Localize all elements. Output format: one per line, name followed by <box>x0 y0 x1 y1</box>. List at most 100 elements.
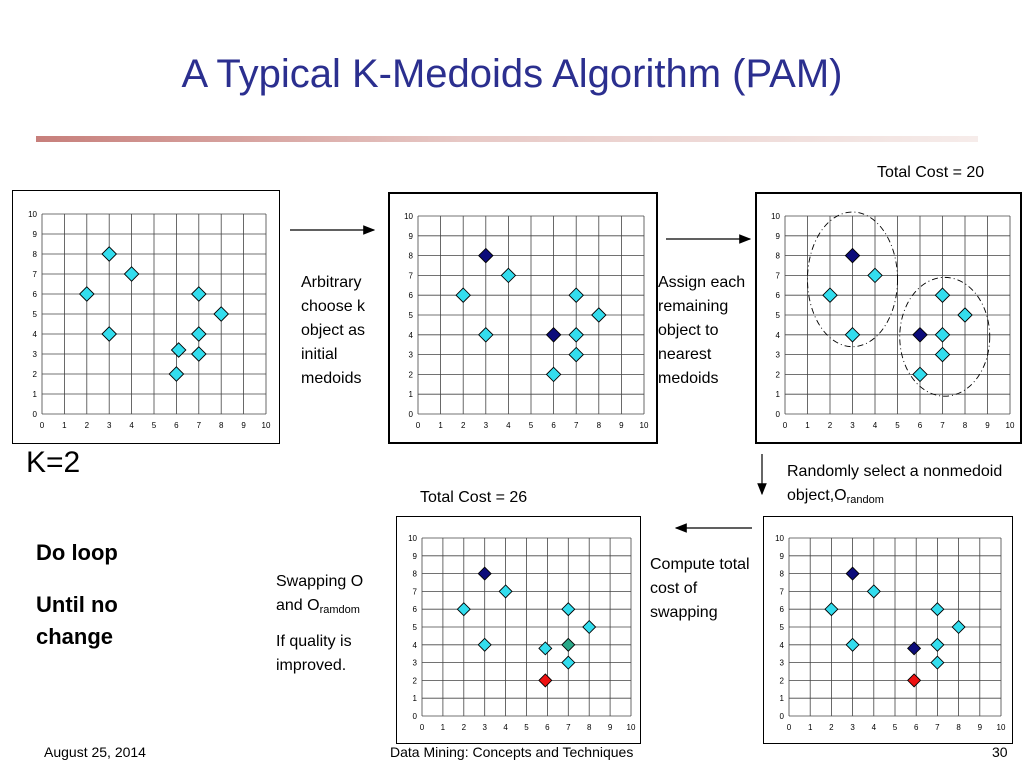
step-arbitrary-text: Arbitrary choose k object as initial med… <box>301 274 366 387</box>
x-tick-label: 8 <box>219 421 224 430</box>
data-point <box>912 366 928 383</box>
step-swap-subscript: ramdom <box>319 604 360 616</box>
total-cost-bottom: Total Cost = 26 <box>420 489 528 506</box>
y-tick-label: 0 <box>776 410 781 419</box>
x-tick-label: 2 <box>462 723 467 732</box>
data-point <box>844 327 861 343</box>
x-tick-label: 1 <box>808 723 813 732</box>
y-tick-label: 6 <box>780 605 785 614</box>
medoid-point <box>545 327 562 343</box>
plot-frame <box>763 516 1013 744</box>
data-point <box>190 286 207 302</box>
x-tick-label: 1 <box>62 421 67 430</box>
x-tick-label: 8 <box>587 723 592 732</box>
x-tick-label: 2 <box>828 421 833 430</box>
title-underline <box>36 136 978 142</box>
data-point <box>930 655 945 670</box>
y-tick-label: 3 <box>409 351 414 360</box>
data-point <box>213 306 230 322</box>
data-point <box>568 327 584 343</box>
y-tick-label: 8 <box>409 252 414 261</box>
y-tick-label: 4 <box>409 331 414 340</box>
data-point <box>561 637 576 652</box>
medoid-point <box>478 247 494 264</box>
x-tick-label: 10 <box>640 421 649 430</box>
medoid-point <box>912 327 928 343</box>
data-point <box>866 584 881 599</box>
x-tick-label: 5 <box>524 723 529 732</box>
data-point <box>455 287 471 303</box>
x-tick-label: 5 <box>152 421 157 430</box>
y-tick-label: 3 <box>413 659 418 668</box>
y-tick-label: 5 <box>409 311 414 320</box>
x-tick-label: 5 <box>529 421 534 430</box>
x-tick-label: 4 <box>506 421 511 430</box>
y-tick-label: 10 <box>404 212 413 221</box>
data-point <box>500 267 517 284</box>
x-tick-label: 8 <box>956 723 961 732</box>
data-point <box>934 327 951 343</box>
step-quality-text: If quality is improved. <box>276 633 352 674</box>
y-tick-label: 3 <box>780 659 785 668</box>
medoid-point <box>844 247 861 264</box>
x-tick-label: 2 <box>461 421 466 430</box>
y-tick-label: 4 <box>413 641 418 650</box>
y-tick-label: 1 <box>776 390 781 399</box>
data-point <box>824 602 839 617</box>
cluster-outline <box>899 276 991 397</box>
k-label: K=2 <box>26 446 81 479</box>
data-point <box>934 287 951 303</box>
y-tick-label: 9 <box>780 552 785 561</box>
y-tick-label: 2 <box>33 370 38 379</box>
medoid-point <box>845 566 860 581</box>
x-tick-label: 10 <box>262 421 271 430</box>
y-tick-label: 10 <box>771 212 780 221</box>
plot-frame <box>396 516 641 744</box>
y-tick-label: 5 <box>33 310 38 319</box>
data-point <box>934 346 951 363</box>
x-tick-label: 0 <box>787 723 792 732</box>
x-tick-label: 9 <box>241 421 246 430</box>
x-tick-label: 4 <box>503 723 508 732</box>
data-point <box>951 619 966 635</box>
random-nonmedoid-plot: 00 1 1 2 2 3 3 4 4 5 5 6 6 7 7 8 8 9 9 10 10 <box>763 516 1013 744</box>
data-point <box>478 327 494 343</box>
x-tick-label: 4 <box>873 421 878 430</box>
do-loop-label: Do loop <box>36 540 118 565</box>
y-tick-label: 0 <box>413 712 418 721</box>
assigned-clusters-plot: 00 1 1 2 2 3 3 4 4 5 5 6 6 7 7 8 8 9 9 10 10 <box>755 192 1022 444</box>
data-point <box>170 342 187 358</box>
x-tick-label: 0 <box>40 421 45 430</box>
data-point <box>101 326 118 342</box>
step-assign-text: Assign each remaining object to nearest … <box>658 274 746 387</box>
y-tick-label: 0 <box>780 712 785 721</box>
after-swap-plot: 00 1 1 2 2 3 3 4 4 5 5 6 6 7 7 8 8 9 9 10 10 <box>396 516 641 744</box>
y-tick-label: 1 <box>33 390 38 399</box>
swap-candidate-point <box>538 673 553 688</box>
y-tick-label: 0 <box>409 410 414 419</box>
y-tick-label: 2 <box>413 676 418 685</box>
footer-course: Data Mining: Concepts and Techniques <box>390 744 634 760</box>
data-point <box>561 655 576 670</box>
step-random-subscript: random <box>846 494 884 506</box>
y-tick-label: 4 <box>780 641 785 650</box>
y-tick-label: 7 <box>33 270 38 279</box>
y-tick-label: 6 <box>413 605 418 614</box>
x-tick-label: 3 <box>484 421 489 430</box>
y-tick-label: 9 <box>776 232 781 241</box>
x-tick-label: 9 <box>619 421 624 430</box>
slide-title: A Typical K-Medoids Algorithm (PAM) <box>181 52 843 96</box>
y-tick-label: 7 <box>776 271 781 280</box>
data-point <box>561 602 576 617</box>
x-tick-label: 7 <box>197 421 202 430</box>
y-tick-label: 4 <box>776 331 781 340</box>
footer-date: August 25, 2014 <box>44 744 146 760</box>
step-swap-text: Swapping O and Oramdom <box>276 570 388 622</box>
data-point <box>957 307 973 323</box>
y-tick-label: 5 <box>413 623 418 632</box>
data-point <box>538 641 553 656</box>
x-tick-label: 6 <box>918 421 923 430</box>
data-point <box>190 326 207 342</box>
x-tick-label: 9 <box>608 723 613 732</box>
